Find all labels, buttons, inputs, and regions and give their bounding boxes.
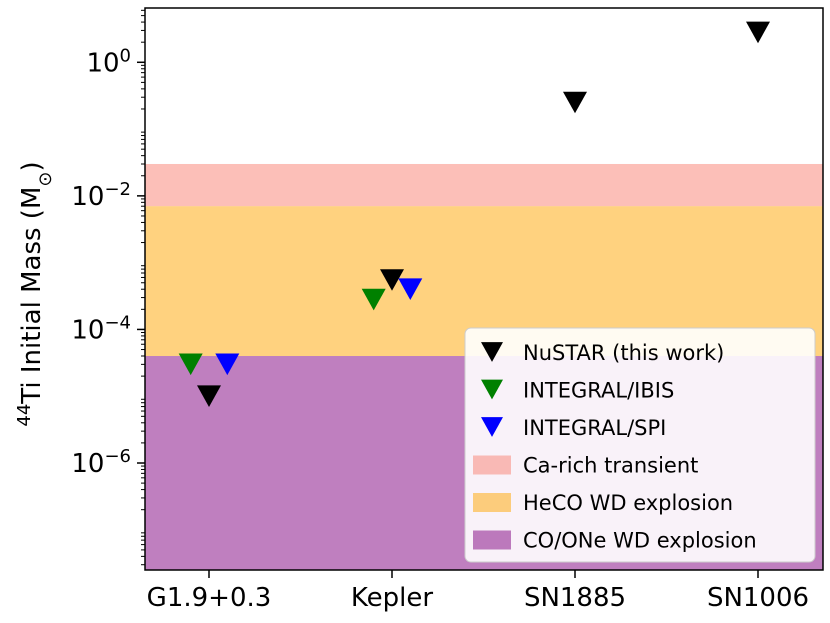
y-tick-label: 10−4 xyxy=(71,312,131,346)
point-nustar-this-work-kepler xyxy=(380,269,404,291)
legend-marker-integral-spi xyxy=(481,417,503,437)
y-tick-label: 10−6 xyxy=(71,446,131,480)
legend-label-integral-spi: INTEGRAL/SPI xyxy=(523,416,666,440)
x-axis: G1.9+0.3 Kepler SN1885 SN1006 xyxy=(147,570,809,613)
y-tick-base: 10 xyxy=(71,449,104,479)
y-tick-base: 10 xyxy=(71,182,104,212)
x-tick-label-g1-9-0-3: G1.9+0.3 xyxy=(147,583,272,613)
y-tick-exponent: −4 xyxy=(104,312,131,333)
point-integral-ibis-g1-9-0-3 xyxy=(178,353,203,376)
legend-marker-nustar-this-work xyxy=(481,342,503,362)
legend-label-ca-rich-transient: Ca-rich transient xyxy=(523,454,698,478)
point-nustar-this-work-sn1006 xyxy=(746,21,770,44)
y-tick-base: 10 xyxy=(86,48,119,78)
legend-label-heco-wd-explosion: HeCO WD explosion xyxy=(523,491,733,515)
point-integral-spi-kepler xyxy=(398,278,423,301)
y-tick-exponent: 0 xyxy=(120,45,131,66)
point-integral-spi-g1-9-0-3 xyxy=(215,353,240,376)
legend: NuSTAR (this work) INTEGRAL/IBIS INTEGRAL/… xyxy=(464,327,816,563)
legend-patch-ca-rich-transient xyxy=(473,455,511,475)
y-tick-exponent: −6 xyxy=(104,446,131,467)
y-axis-label-main: Ti Initial Mass (M xyxy=(17,187,47,405)
y-tick-label: 100 xyxy=(86,45,131,79)
y-axis-label-close: ) xyxy=(17,161,47,171)
y-axis-label: 44Ti Initial Mass (M⊙) xyxy=(14,161,56,426)
y-tick-label: 10−2 xyxy=(71,178,131,212)
y-tick-exponent: −2 xyxy=(104,178,131,199)
y-axis-label-isotope: 44 xyxy=(14,404,35,427)
point-nustar-this-work-sn1885 xyxy=(563,91,587,114)
legend-patch-co-one-wd-explosion xyxy=(473,530,511,550)
legend-label-nustar-this-work: NuSTAR (this work) xyxy=(523,341,724,365)
point-nustar-this-work-g1-9-0-3 xyxy=(197,385,221,408)
x-tick-label-kepler: Kepler xyxy=(351,583,433,613)
legend-box xyxy=(464,327,816,563)
y-axis-label-sun: ⊙ xyxy=(35,172,56,187)
legend-label-integral-ibis: INTEGRAL/IBIS xyxy=(523,379,674,403)
legend-patch-heco-wd-explosion xyxy=(473,493,511,512)
legend-label-co-one-wd-explosion: CO/ONe WD explosion xyxy=(523,529,757,553)
band-ca-rich-transient xyxy=(145,163,823,207)
legend-marker-integral-ibis xyxy=(481,379,503,400)
x-tick-label-sn1885: SN1885 xyxy=(524,583,626,613)
point-integral-ibis-kepler xyxy=(361,288,386,311)
data-points-layer xyxy=(178,21,770,408)
y-tick-base: 10 xyxy=(71,315,104,345)
x-tick-label-sn1006: SN1006 xyxy=(707,583,809,613)
